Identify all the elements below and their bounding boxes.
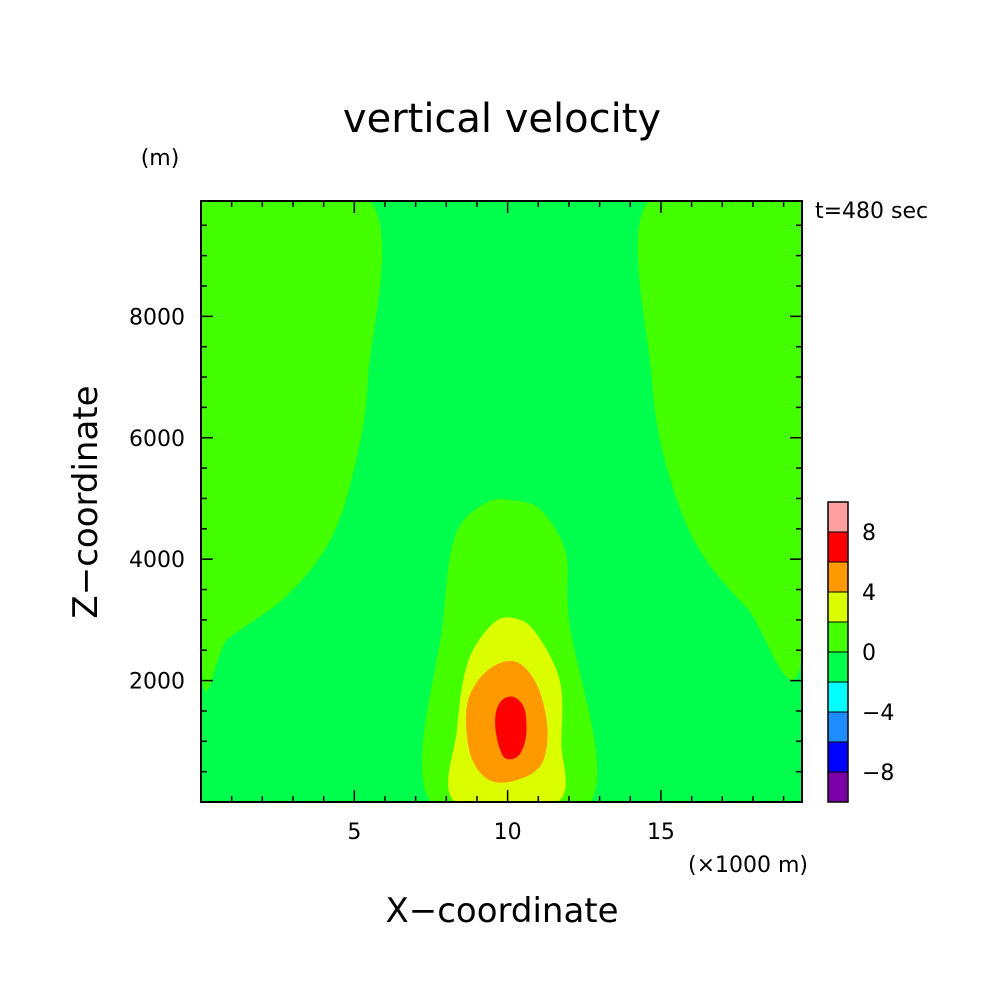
colorbar-tick-label: 8 [862, 521, 876, 546]
axis-ticks: 5 10 15 2000 4000 6000 8000 [129, 201, 802, 845]
colorbar-tick-label: 4 [862, 581, 876, 606]
colorbar-segment [827, 531, 849, 563]
plot-area [201, 201, 802, 802]
contour-region-5 [495, 696, 527, 760]
colorbar-tick-label: −8 [862, 761, 894, 786]
colorbar-tick-label: −4 [862, 701, 894, 726]
chart-title: vertical velocity [343, 96, 661, 142]
colorbar-tick-label: 0 [862, 641, 876, 666]
x-axis-unit-label: (×1000 m) [688, 853, 808, 878]
colorbar-segment [827, 741, 849, 773]
y-tick-label: 2000 [129, 670, 185, 695]
y-tick-label: 8000 [129, 305, 185, 330]
colorbar: −8 −4 0 4 8 [827, 501, 894, 803]
colorbar-segment [827, 561, 849, 593]
colorbar-segment [827, 681, 849, 713]
colorbar-segment [827, 621, 849, 653]
x-tick-label: 15 [647, 820, 675, 845]
y-tick-label: 6000 [129, 427, 185, 452]
colorbar-segment [827, 771, 849, 803]
contour-region-0 [201, 201, 383, 692]
colorbar-border [827, 501, 849, 803]
y-axis-unit-label: (m) [141, 146, 180, 171]
x-tick-label: 5 [347, 820, 361, 845]
x-tick-label: 10 [494, 820, 522, 845]
contour-region-1 [637, 201, 802, 680]
y-axis-label: Z−coordinate [66, 385, 106, 618]
x-axis-label: X−coordinate [385, 891, 618, 931]
time-label: t=480 sec [815, 199, 928, 224]
colorbar-segment [827, 591, 849, 623]
colorbar-segment [827, 651, 849, 683]
plot-border [200, 200, 803, 803]
colorbar-segment [827, 711, 849, 743]
y-tick-label: 4000 [129, 548, 185, 573]
colorbar-segment [827, 501, 849, 533]
plot-frame [200, 200, 803, 803]
